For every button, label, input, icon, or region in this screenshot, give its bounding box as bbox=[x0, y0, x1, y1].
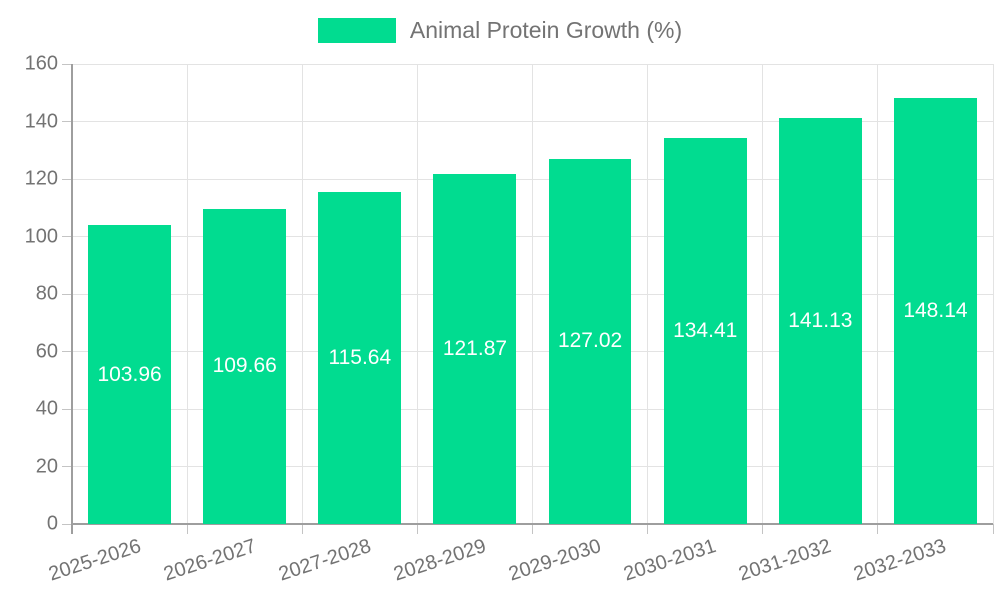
bar-value-label: 148.14 bbox=[903, 299, 968, 323]
y-axis-tick bbox=[62, 523, 72, 525]
bar-value-label: 121.87 bbox=[442, 336, 508, 360]
x-axis-category-label: 2031-2032 bbox=[736, 535, 835, 586]
y-axis-tick-label: 120 bbox=[24, 167, 58, 190]
bar-value-label: 115.64 bbox=[328, 345, 392, 369]
y-axis-tick bbox=[62, 466, 72, 467]
bar[interactable] bbox=[318, 191, 402, 524]
y-axis-line bbox=[71, 64, 73, 534]
bar[interactable] bbox=[893, 98, 977, 524]
x-axis-category-label: 2028-2029 bbox=[390, 535, 489, 586]
gridline-vertical bbox=[762, 64, 764, 524]
bar-value-label: 134.41 bbox=[673, 318, 738, 342]
gridline-vertical bbox=[416, 64, 418, 524]
x-axis-category-label: 2025-2026 bbox=[45, 535, 144, 586]
x-axis-tick bbox=[416, 524, 418, 534]
y-axis-tick-label: 20 bbox=[35, 455, 58, 477]
y-axis-tick-label: 40 bbox=[35, 397, 58, 420]
y-axis-tick bbox=[62, 408, 72, 410]
y-axis-tick bbox=[62, 178, 72, 180]
x-axis-tick bbox=[877, 524, 879, 534]
x-axis-line bbox=[72, 523, 993, 525]
bar[interactable] bbox=[88, 225, 171, 524]
gridline-vertical bbox=[301, 64, 303, 524]
legend-swatch-icon bbox=[317, 18, 396, 44]
y-axis-tick bbox=[62, 351, 72, 352]
bar-value-label: 103.96 bbox=[97, 362, 162, 386]
gridline-vertical bbox=[877, 64, 879, 524]
x-axis-tick bbox=[992, 524, 994, 534]
bar[interactable] bbox=[778, 118, 862, 524]
x-axis-tick bbox=[762, 524, 764, 534]
bar-value-label: 109.66 bbox=[212, 354, 277, 378]
y-axis-tick-label: 160 bbox=[24, 52, 58, 75]
bar[interactable] bbox=[203, 208, 287, 524]
bar[interactable] bbox=[548, 158, 632, 524]
x-axis-category-label: 2032-2033 bbox=[851, 535, 950, 586]
y-axis-tick-label: 60 bbox=[35, 340, 58, 362]
x-axis-tick bbox=[186, 524, 188, 534]
y-axis-tick bbox=[62, 293, 72, 295]
y-axis-tick-label: 100 bbox=[24, 225, 58, 247]
bar[interactable] bbox=[663, 137, 747, 524]
y-axis-tick bbox=[62, 63, 72, 65]
x-axis-tick bbox=[301, 524, 303, 534]
legend[interactable]: Animal Protein Growth (%) bbox=[0, 17, 1000, 45]
gridline-vertical bbox=[186, 64, 188, 524]
x-axis-category-label: 2027-2028 bbox=[275, 535, 374, 586]
y-axis-tick bbox=[62, 236, 72, 237]
y-axis-tick bbox=[62, 121, 72, 122]
y-axis-tick-label: 140 bbox=[24, 110, 58, 132]
y-axis-tick-label: 80 bbox=[35, 282, 58, 305]
legend-label: Animal Protein Growth (%) bbox=[409, 17, 683, 43]
x-axis-category-label: 2030-2031 bbox=[621, 535, 719, 586]
bar-value-label: 127.02 bbox=[557, 329, 623, 353]
gridline-vertical bbox=[992, 64, 994, 524]
bar[interactable] bbox=[433, 173, 517, 524]
gridline-vertical bbox=[647, 64, 649, 524]
x-axis-tick bbox=[647, 524, 649, 534]
x-axis-category-label: 2026-2027 bbox=[160, 535, 259, 586]
x-axis-tick bbox=[532, 524, 533, 534]
gridline-vertical bbox=[532, 64, 533, 524]
y-axis-tick-label: 0 bbox=[46, 512, 58, 535]
bar-value-label: 141.13 bbox=[788, 309, 853, 333]
x-axis-category-label: 2029-2030 bbox=[506, 535, 604, 586]
